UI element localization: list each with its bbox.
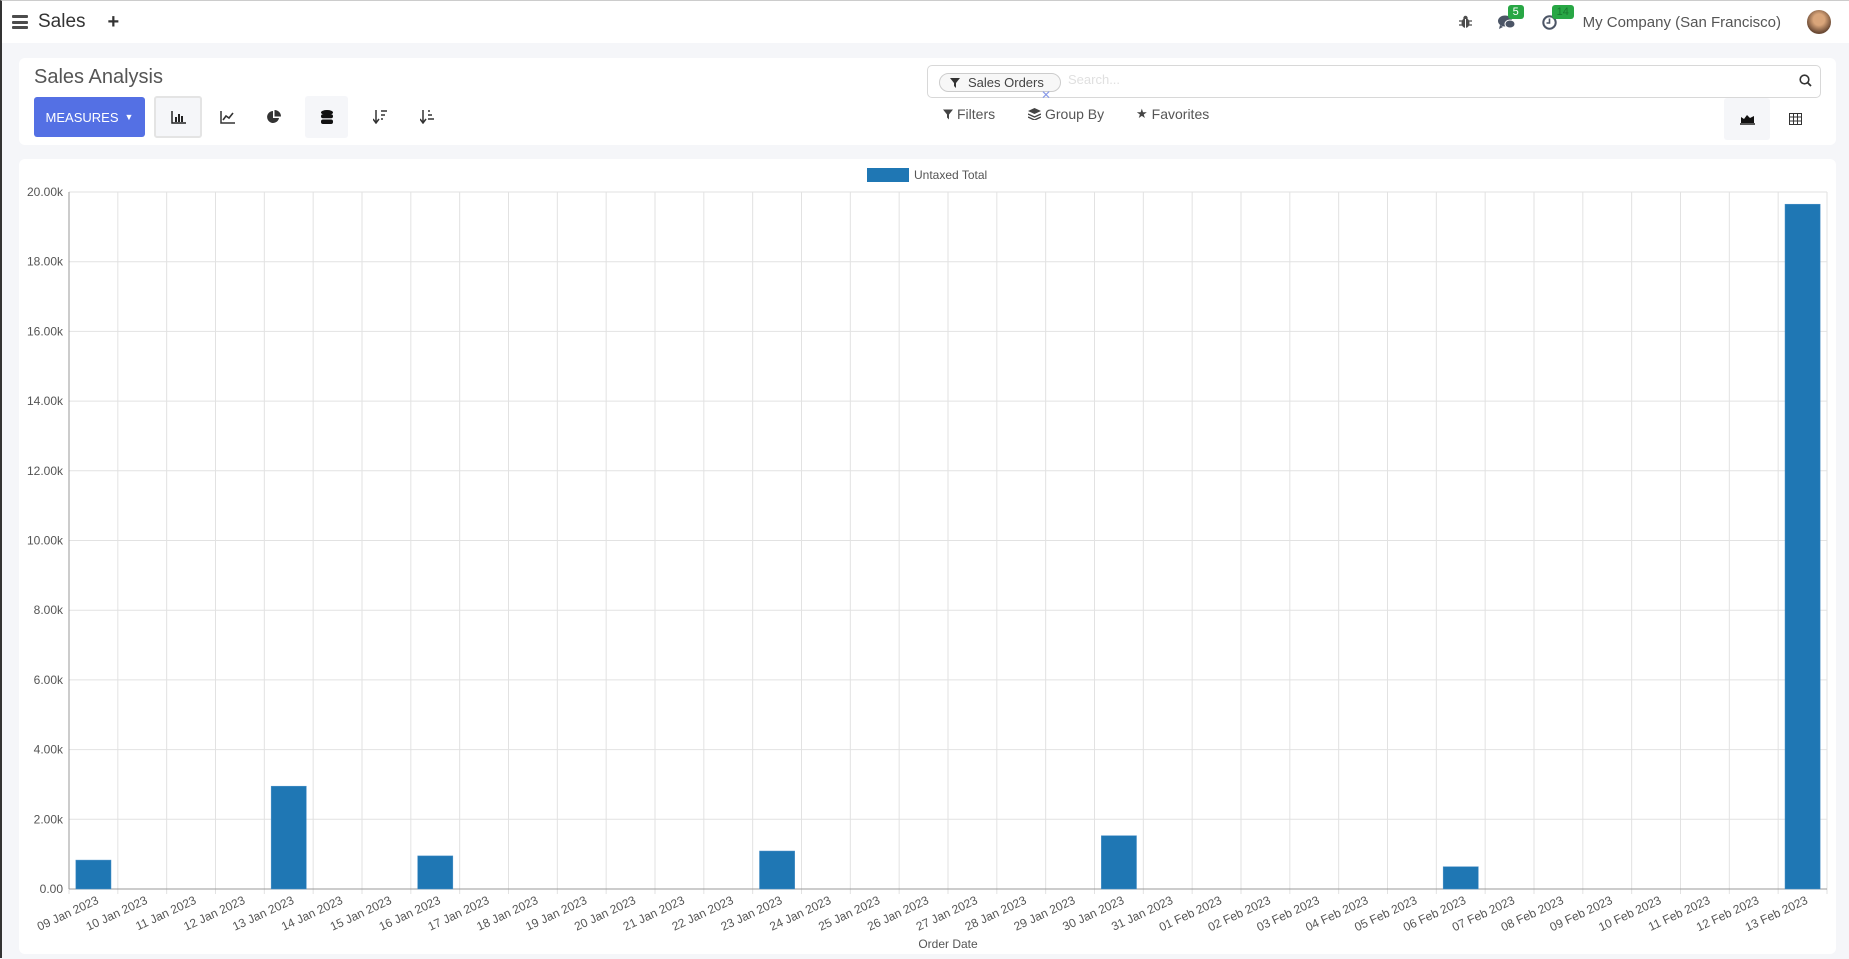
table-icon: [1788, 113, 1802, 125]
activities-clock-icon[interactable]: 14: [1541, 4, 1574, 30]
caret-down-icon: ▼: [124, 112, 134, 122]
app-name[interactable]: Sales: [38, 11, 86, 32]
bar: [270, 785, 307, 890]
y-tick-label: 6.00k: [34, 673, 64, 687]
company-switcher[interactable]: My Company (San Francisco): [1582, 13, 1781, 31]
bar: [1784, 203, 1821, 890]
page-title: Sales Analysis: [34, 66, 163, 88]
bar: [759, 850, 795, 890]
measures-button[interactable]: MEASURES ▼: [34, 97, 145, 137]
bar: [75, 859, 112, 890]
y-tick-label: 0.00: [40, 882, 64, 896]
bug-icon[interactable]: [1458, 15, 1472, 29]
chart-card: 0.00 2.00k 4.00k 6.00k 8.00k 10.00k 12.00k 14.0…: [19, 159, 1836, 954]
legend-swatch: [867, 168, 909, 182]
messages-badge: 5: [1507, 4, 1524, 19]
y-tick-label: 12.00k: [27, 464, 64, 478]
bar: [417, 855, 454, 890]
favorites-label: Favorites: [1151, 106, 1210, 122]
group-by-label: Group By: [1045, 106, 1105, 122]
line-chart-icon: [219, 110, 235, 124]
database-icon: [320, 110, 333, 124]
activities-badge: 14: [1551, 4, 1574, 19]
y-tick-label: 18.00k: [27, 255, 64, 269]
facet-label: Sales Orders: [968, 75, 1044, 90]
plus-icon[interactable]: +: [107, 10, 120, 33]
bar: [1442, 866, 1479, 890]
remove-facet-icon[interactable]: ✕: [1041, 88, 1052, 102]
favorites-button[interactable]: ★ Favorites: [1136, 99, 1209, 129]
search-bar: Sales Orders ✕: [927, 65, 1821, 102]
filter-icon: [943, 109, 953, 119]
graph-view-button[interactable]: [1724, 98, 1770, 140]
y-tick-label: 10.00k: [27, 534, 64, 548]
bar-chart: 0.00 2.00k 4.00k 6.00k 8.00k 10.00k 12.00k 14.0…: [27, 168, 1828, 951]
sort-descending-icon: [373, 110, 387, 124]
x-axis-title: Order Date: [918, 937, 978, 951]
bar: [1101, 835, 1137, 890]
y-tick-label: 14.00k: [27, 394, 64, 408]
avatar[interactable]: [1807, 10, 1831, 34]
layers-icon: [1028, 108, 1041, 120]
measures-label: MEASURES: [45, 109, 119, 125]
bar-chart-icon: [170, 110, 186, 124]
sort-descending-button[interactable]: [356, 96, 404, 138]
search-icon[interactable]: [1799, 74, 1812, 92]
search-input[interactable]: [1068, 72, 1768, 87]
search-facet: Sales Orders: [939, 73, 1061, 92]
filters-button[interactable]: Filters: [943, 99, 995, 129]
stacked-button[interactable]: [305, 96, 348, 138]
pie-chart-icon: [267, 110, 281, 123]
filter-icon: [950, 77, 960, 88]
y-tick-label: 8.00k: [34, 603, 64, 617]
pivot-view-button[interactable]: [1772, 98, 1818, 140]
top-navbar: Sales + 5 14 My Company (San Francisco): [2, 1, 1849, 43]
star-icon: ★: [1136, 106, 1148, 121]
y-tick-label: 4.00k: [34, 743, 64, 757]
group-by-button[interactable]: Group By: [1028, 99, 1104, 129]
area-chart-icon: [1739, 115, 1755, 125]
sort-ascending-icon: [420, 110, 434, 124]
filters-label: Filters: [957, 106, 996, 122]
sort-ascending-button[interactable]: [403, 96, 451, 138]
messages-icon[interactable]: 5: [1497, 4, 1524, 30]
y-tick-label: 20.00k: [27, 185, 64, 199]
y-tick-label: 16.00k: [27, 324, 64, 338]
pie-chart-button[interactable]: [250, 96, 298, 138]
y-tick-label: 2.00k: [34, 812, 64, 826]
control-panel: Sales Analysis MEASURES ▼ Sales Orders ✕ …: [19, 58, 1836, 145]
legend-label: Untaxed Total: [914, 168, 987, 182]
bar-chart-button[interactable]: [154, 96, 202, 138]
menu-icon[interactable]: [12, 15, 28, 29]
line-chart-button[interactable]: [203, 96, 251, 138]
